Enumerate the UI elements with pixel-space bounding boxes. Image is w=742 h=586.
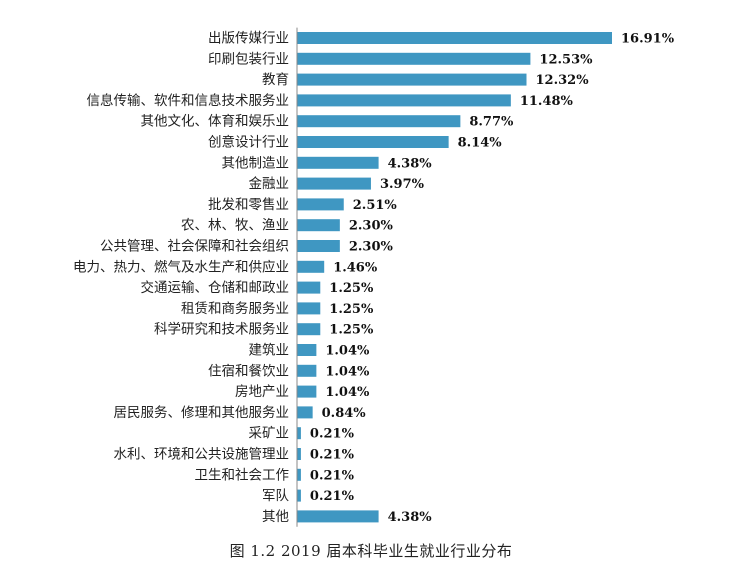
category-label: 教育 — [262, 72, 289, 88]
category-label: 创意设计行业 — [208, 134, 289, 151]
value-label: 0.21% — [310, 489, 355, 504]
category-label: 建筑业 — [249, 343, 290, 359]
value-label: 4.38% — [388, 156, 433, 171]
value-label: 4.38% — [388, 510, 433, 525]
category-label: 军队 — [262, 488, 289, 504]
value-label: 3.97% — [380, 177, 425, 192]
category-label: 印刷包装行业 — [208, 51, 289, 67]
value-label: 1.25% — [329, 323, 374, 338]
bar — [297, 52, 531, 65]
value-label: 12.32% — [535, 73, 589, 88]
category-label: 其他文化、体育和娱乐业 — [141, 114, 290, 130]
bar — [297, 406, 313, 419]
bar — [297, 364, 317, 377]
value-label: 2.30% — [349, 240, 394, 255]
figure-caption: 图 1.2 2019 届本科毕业生就业行业分布 — [229, 542, 513, 560]
value-label: 1.04% — [325, 344, 370, 359]
category-label: 房地产业 — [235, 384, 289, 400]
value-label: 16.91% — [621, 32, 675, 47]
bar — [297, 323, 321, 336]
value-label: 8.77% — [469, 115, 514, 130]
category-label: 租赁和商务服务业 — [181, 301, 289, 317]
value-label: 0.21% — [310, 468, 355, 483]
value-label: 11.48% — [520, 94, 574, 109]
bar — [297, 94, 511, 107]
value-label: 12.53% — [539, 52, 593, 67]
bar-chart: 出版传媒行业 16.91% 印刷包装行业 12.53% 教育 12.32% 信息传输、软件和… — [73, 27, 675, 527]
value-label: 1.25% — [329, 302, 374, 317]
value-label: 1.04% — [325, 364, 370, 379]
category-label: 卫生和社会工作 — [195, 467, 290, 483]
category-label: 信息传输、软件和信息技术服务业 — [87, 92, 290, 109]
value-label: 1.04% — [325, 385, 370, 400]
value-label: 2.30% — [349, 219, 394, 234]
category-label: 批发和零售业 — [208, 197, 289, 213]
bar — [297, 468, 301, 481]
bar — [297, 156, 379, 169]
bar — [297, 302, 321, 315]
category-label: 居民服务、修理和其他服务业 — [114, 405, 290, 421]
value-label: 8.14% — [458, 136, 503, 151]
value-label: 2.51% — [353, 198, 398, 213]
bar — [297, 73, 527, 86]
value-label: 0.21% — [310, 448, 355, 463]
category-label: 住宿和餐饮业 — [208, 362, 289, 379]
category-label: 交通运输、仓储和邮政业 — [141, 279, 290, 296]
value-label: 1.46% — [333, 260, 378, 275]
bar — [297, 281, 321, 294]
bars-group: 出版传媒行业 16.91% 印刷包装行业 12.53% 教育 12.32% 信息传输、软件和… — [73, 31, 675, 525]
bar — [297, 240, 340, 252]
bar — [297, 198, 344, 211]
bar — [297, 448, 301, 460]
bar — [297, 489, 301, 502]
category-label: 公共管理、社会保障和社会组织 — [100, 239, 289, 255]
category-label: 其他 — [262, 509, 289, 525]
category-label: 采矿业 — [249, 426, 290, 442]
bar — [297, 32, 612, 44]
category-label: 水利、环境和公共设施管理业 — [114, 447, 290, 463]
bar — [297, 136, 449, 148]
category-label: 出版传媒行业 — [208, 31, 289, 47]
value-label: 0.84% — [322, 406, 367, 421]
category-label: 其他制造业 — [222, 155, 290, 171]
value-label: 0.21% — [310, 427, 355, 442]
category-label: 农、林、牧、渔业 — [181, 218, 289, 234]
bar — [297, 219, 340, 232]
bar — [297, 115, 461, 128]
bar — [297, 385, 317, 398]
bar — [297, 510, 379, 523]
category-label: 金融业 — [249, 176, 290, 192]
value-label: 1.25% — [329, 281, 374, 296]
bar — [297, 177, 371, 190]
category-label: 科学研究和技术服务业 — [154, 322, 289, 338]
bar — [297, 344, 317, 356]
category-label: 电力、热力、燃气及水生产和供应业 — [73, 258, 289, 275]
bar — [297, 260, 325, 273]
bar — [297, 427, 301, 440]
